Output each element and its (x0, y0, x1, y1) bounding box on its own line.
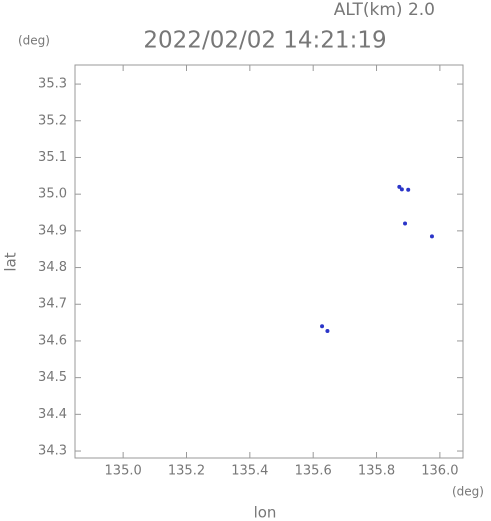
altitude-label: ALT(km) 2.0 (334, 0, 435, 20)
x-tick-label: 135.0 (105, 464, 142, 479)
y-tick-label: 34.9 (38, 223, 67, 238)
y-tick-label: 35.0 (38, 187, 67, 202)
x-tick-label: 135.8 (358, 464, 395, 479)
y-tick-label: 35.2 (38, 113, 67, 128)
echo-point (399, 187, 404, 192)
y-tick-label: 34.5 (38, 370, 67, 385)
y-tick-label: 34.6 (38, 333, 67, 348)
chart-title: 2022/02/02 14:21:19 (143, 28, 386, 54)
y-tick-label: 34.8 (38, 260, 67, 275)
echo-point (325, 329, 330, 334)
y-axis-label: lat (2, 252, 20, 271)
echo-point (397, 184, 402, 189)
x-tick-label: 135.2 (168, 464, 205, 479)
echo-point (403, 221, 408, 226)
x-tick-label: 135.6 (295, 464, 332, 479)
y-tick-label: 35.3 (38, 77, 67, 92)
y-tick-label: 34.3 (38, 444, 67, 459)
plot-frame (74, 64, 464, 459)
echo-point (406, 187, 411, 192)
echo-point (320, 324, 325, 329)
x-axis-label: lon (254, 504, 277, 521)
x-tick-label: 135.4 (231, 464, 268, 479)
y-unit: (deg) (18, 34, 50, 48)
x-unit: (deg) (452, 485, 484, 499)
y-tick-label: 34.7 (38, 297, 67, 312)
x-tick-label: 136.0 (421, 464, 458, 479)
y-tick-label: 34.4 (38, 407, 67, 422)
y-tick-label: 35.1 (38, 150, 67, 165)
echo-point (429, 234, 434, 239)
